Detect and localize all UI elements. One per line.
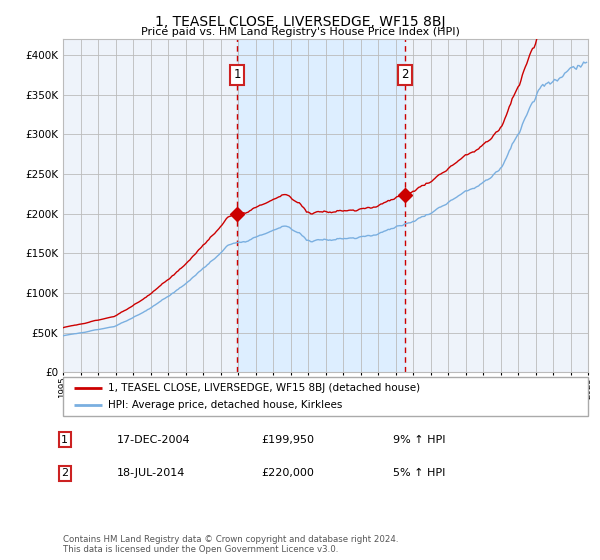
Text: 18-JUL-2014: 18-JUL-2014	[117, 468, 185, 478]
Text: 1, TEASEL CLOSE, LIVERSEDGE, WF15 8BJ (detached house): 1, TEASEL CLOSE, LIVERSEDGE, WF15 8BJ (d…	[107, 382, 420, 393]
Text: 1, TEASEL CLOSE, LIVERSEDGE, WF15 8BJ: 1, TEASEL CLOSE, LIVERSEDGE, WF15 8BJ	[155, 15, 445, 29]
Text: £220,000: £220,000	[261, 468, 314, 478]
Text: 9% ↑ HPI: 9% ↑ HPI	[393, 435, 445, 445]
Text: Contains HM Land Registry data © Crown copyright and database right 2024.
This d: Contains HM Land Registry data © Crown c…	[63, 535, 398, 554]
Text: 2: 2	[401, 68, 409, 81]
FancyBboxPatch shape	[63, 377, 588, 416]
Text: 5% ↑ HPI: 5% ↑ HPI	[393, 468, 445, 478]
Text: Price paid vs. HM Land Registry's House Price Index (HPI): Price paid vs. HM Land Registry's House …	[140, 27, 460, 37]
Text: 17-DEC-2004: 17-DEC-2004	[117, 435, 191, 445]
Text: £199,950: £199,950	[261, 435, 314, 445]
Text: HPI: Average price, detached house, Kirklees: HPI: Average price, detached house, Kirk…	[107, 400, 342, 410]
Text: 2: 2	[61, 468, 68, 478]
Text: 1: 1	[233, 68, 241, 81]
Bar	[238, 39, 405, 372]
Text: 1: 1	[61, 435, 68, 445]
